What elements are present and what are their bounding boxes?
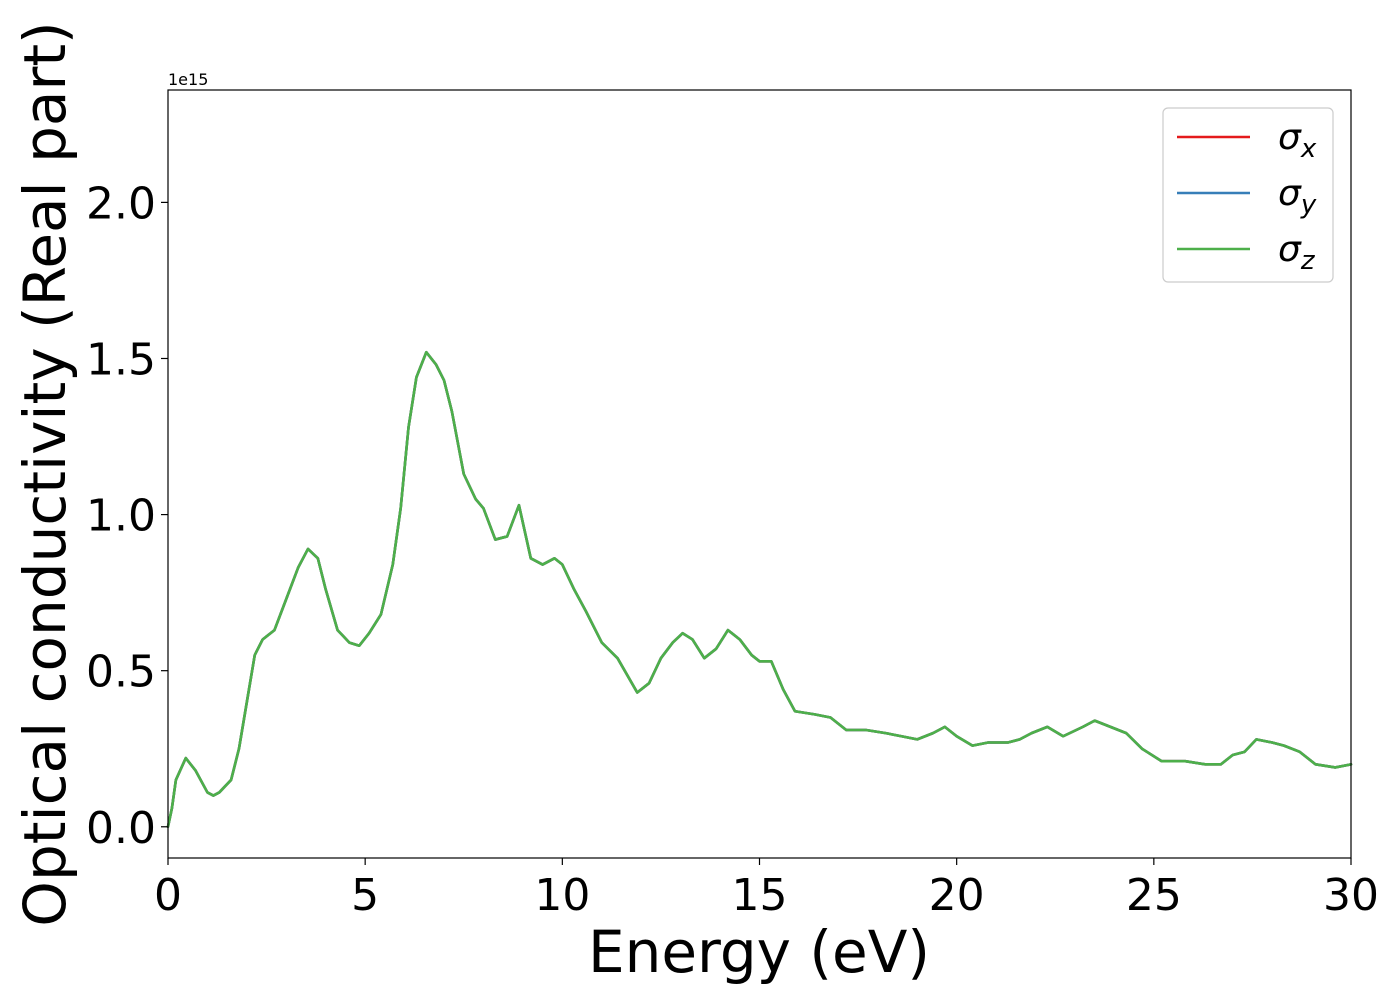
plot-area [168, 90, 1351, 858]
x-tick-label: 15 [732, 870, 788, 921]
x-tick-label: 10 [534, 870, 590, 921]
y-tick-label: 1.5 [86, 334, 156, 385]
y-axis-ticks: 0.0 0.5 1.0 1.5 2.0 [86, 178, 168, 854]
x-axis-ticks: 0 5 10 15 20 25 30 [154, 858, 1379, 921]
x-tick-label: 0 [154, 870, 182, 921]
y-axis-label: Optical conductivity (Real part) [11, 21, 79, 926]
x-axis-label: Energy (eV) [588, 918, 930, 986]
series-layer [166, 350, 1353, 829]
x-tick-label: 20 [929, 870, 985, 921]
x-tick-label: 5 [351, 870, 379, 921]
series-line-z [166, 350, 1353, 829]
x-tick-label: 30 [1323, 870, 1379, 921]
y-tick-label: 0.0 [86, 803, 156, 854]
x-tick-label: 25 [1126, 870, 1182, 921]
y-tick-label: 2.0 [86, 178, 156, 229]
legend-frame [1162, 107, 1334, 283]
y-tick-label: 0.5 [86, 647, 156, 698]
y-tick-label: 1.0 [86, 491, 156, 542]
y-offset-label: 1e15 [168, 70, 208, 89]
